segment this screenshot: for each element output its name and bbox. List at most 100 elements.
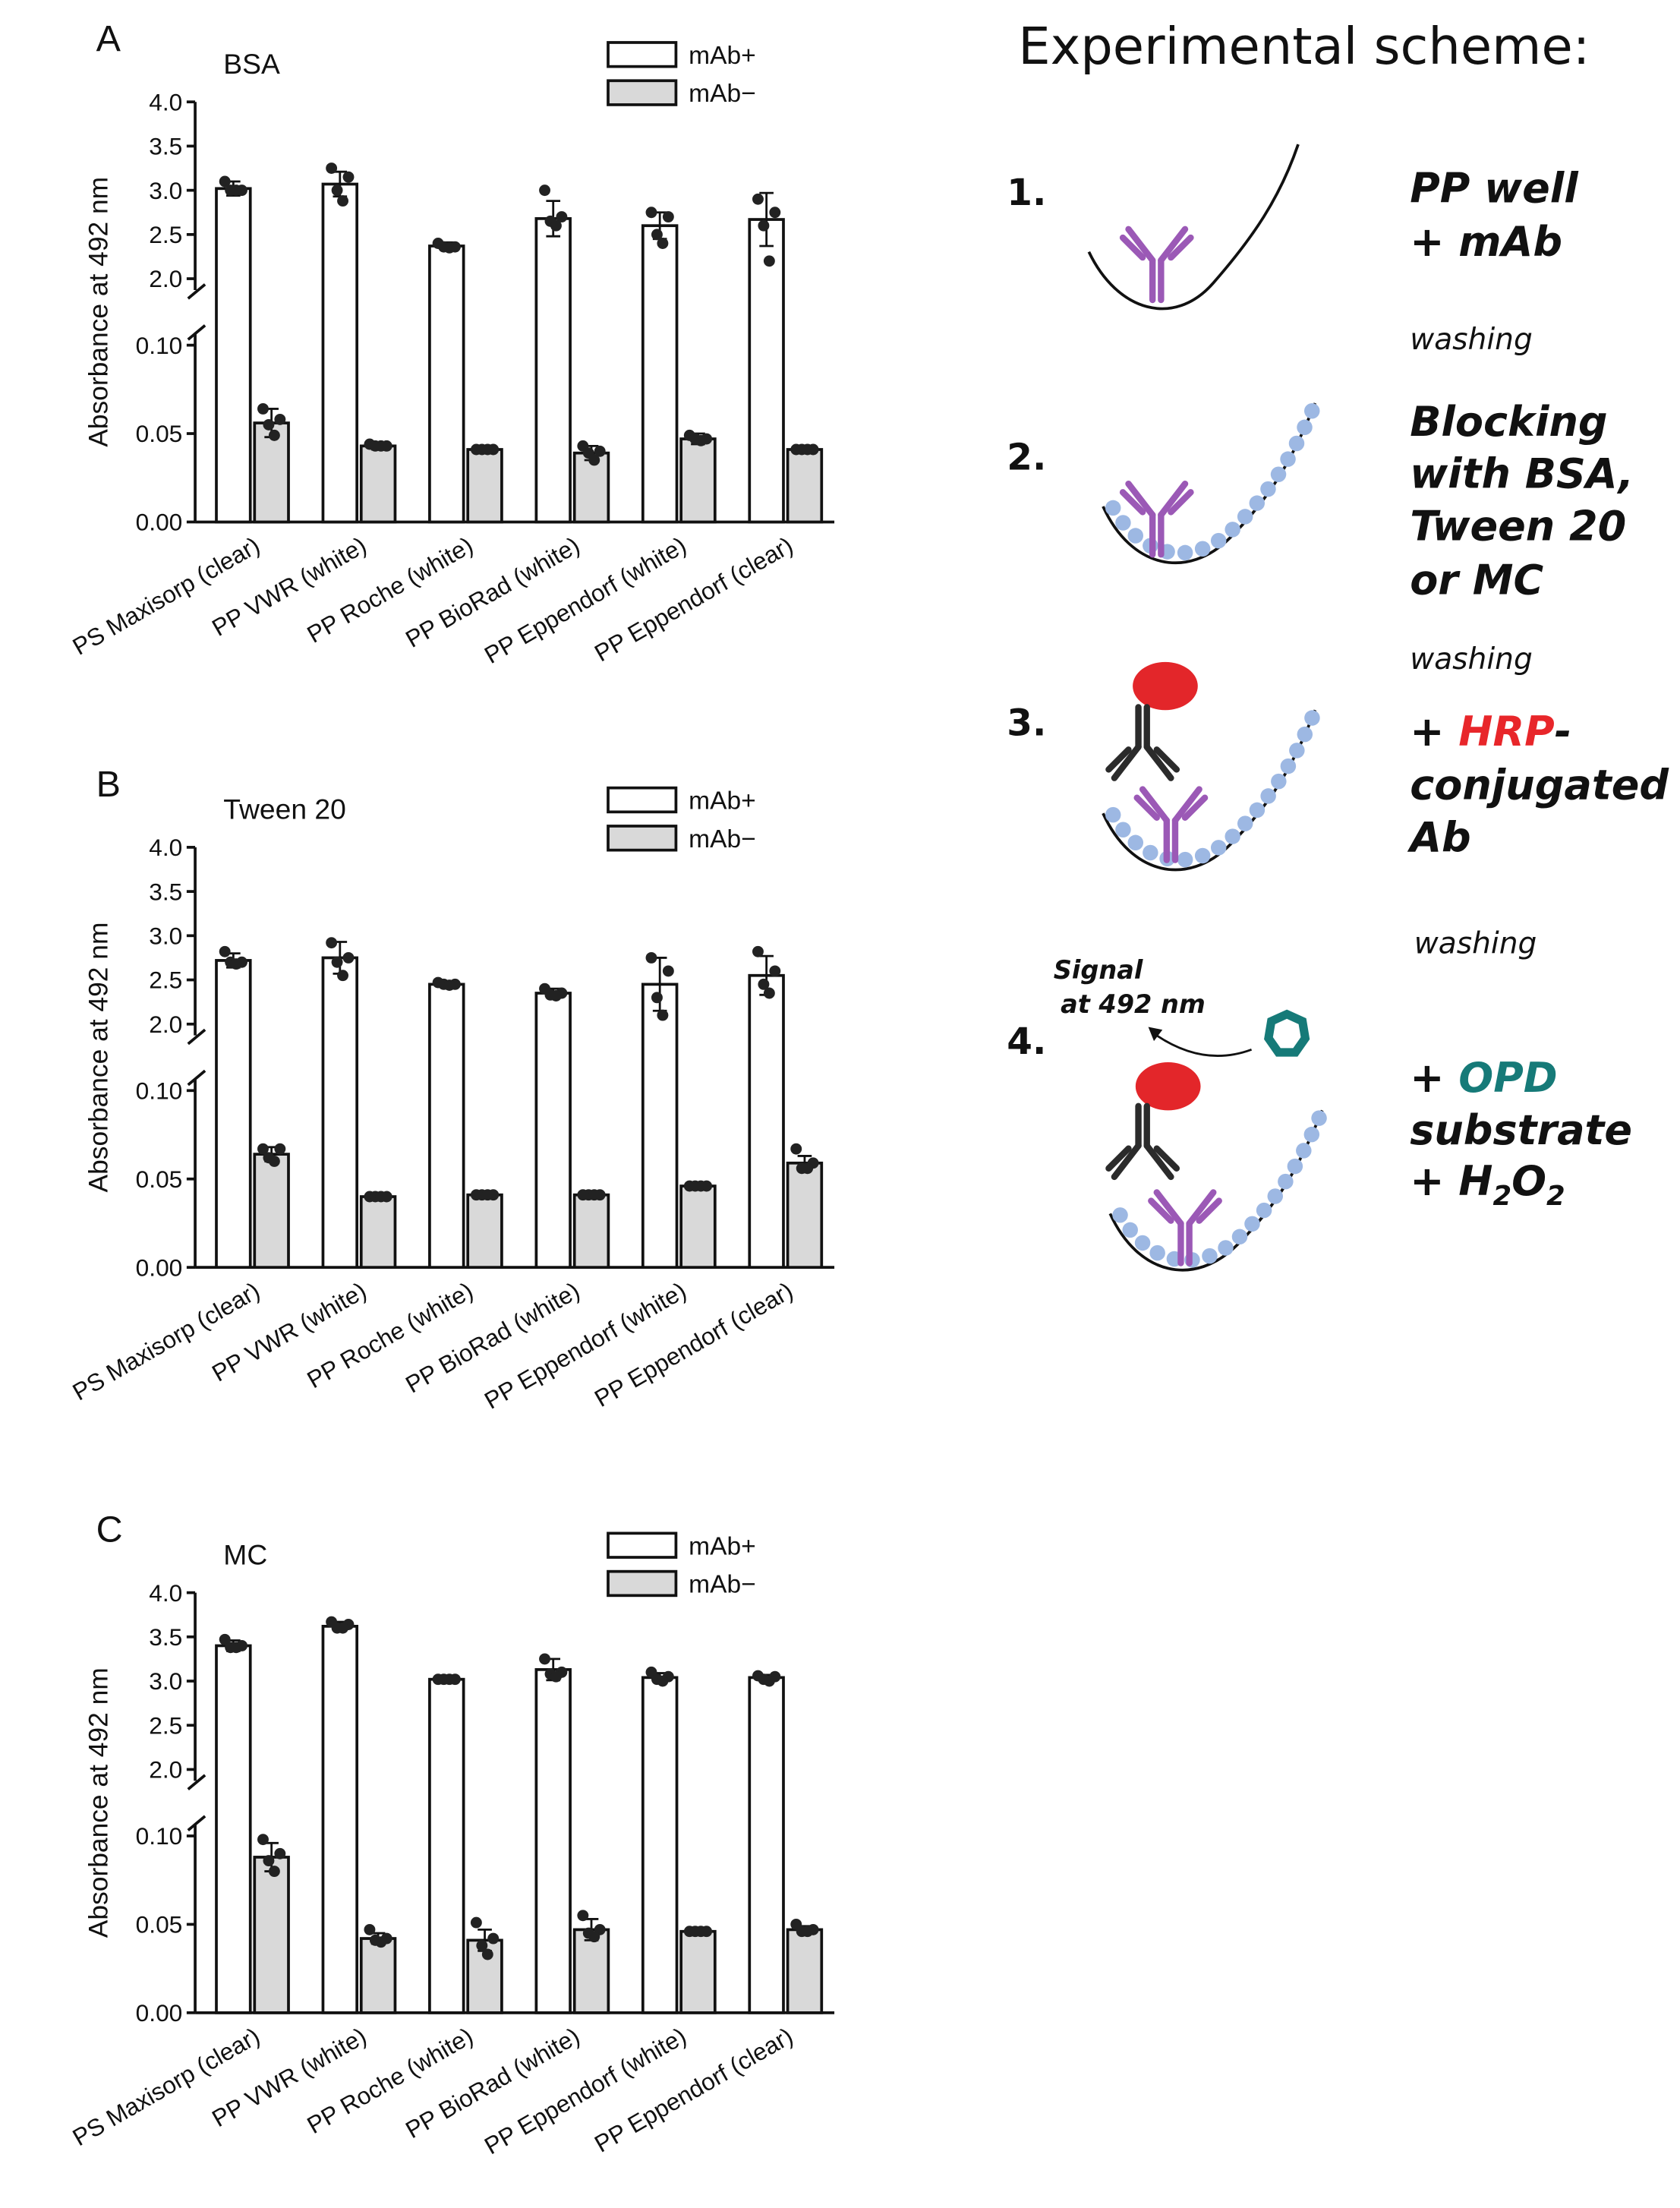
bar bbox=[534, 992, 572, 1270]
step-number: 3. bbox=[1007, 702, 1046, 745]
data-point bbox=[657, 1675, 669, 1687]
antibody bbox=[1105, 1102, 1180, 1181]
legend-swatch bbox=[607, 41, 678, 68]
data-point bbox=[758, 219, 770, 232]
blocking-molecule bbox=[1218, 1240, 1234, 1256]
step-text: Ab bbox=[1407, 813, 1470, 861]
blocking-molecule bbox=[1210, 532, 1227, 549]
data-point bbox=[375, 1936, 387, 1948]
bar bbox=[321, 956, 359, 1270]
y-tick-label: 2.5 bbox=[149, 221, 182, 248]
antibody-part bbox=[1105, 1145, 1132, 1172]
data-point bbox=[274, 413, 286, 425]
signal-label: at 492 nm bbox=[1061, 989, 1206, 1019]
blocking-molecule bbox=[1115, 515, 1131, 531]
bar bbox=[786, 1161, 824, 1270]
step-text-part: substrate bbox=[1410, 1106, 1632, 1154]
data-point bbox=[487, 1932, 500, 1945]
data-point bbox=[274, 1847, 286, 1859]
antibody bbox=[1119, 480, 1194, 558]
data-point bbox=[342, 951, 355, 964]
blocking-molecule bbox=[1177, 851, 1193, 868]
bar bbox=[748, 973, 785, 1270]
data-point bbox=[550, 1670, 562, 1683]
data-point bbox=[802, 1162, 814, 1175]
data-point bbox=[443, 1673, 455, 1686]
blocking-molecule bbox=[1297, 419, 1313, 436]
data-point bbox=[695, 1926, 707, 1938]
data-point bbox=[481, 1189, 493, 1201]
antibody-part bbox=[1139, 786, 1170, 824]
data-point bbox=[695, 434, 707, 446]
hrp bbox=[1133, 661, 1198, 711]
chart-title: BSA bbox=[223, 48, 280, 80]
bar bbox=[321, 1624, 359, 2014]
data-point bbox=[588, 1189, 600, 1201]
x-tick-label: PP BioRad (white) bbox=[401, 531, 584, 653]
blocking-molecule bbox=[1304, 402, 1320, 419]
axis-break bbox=[187, 1069, 206, 1087]
blocking-molecule bbox=[1278, 1173, 1294, 1190]
bar bbox=[359, 1195, 397, 1270]
y-tick-label: 0.05 bbox=[136, 420, 183, 447]
antibody bbox=[1105, 704, 1180, 781]
x-tick-label: PS Maxisorp (clear) bbox=[68, 1276, 264, 1405]
antibody-part bbox=[1158, 480, 1189, 519]
legend-swatch bbox=[607, 1531, 678, 1559]
data-point bbox=[326, 162, 338, 174]
y-tick-label: 3.0 bbox=[149, 177, 182, 204]
step-text: + OPD bbox=[1410, 1054, 1557, 1102]
x-tick-label: PP Eppendorf (white) bbox=[480, 531, 691, 669]
axis-break bbox=[187, 1774, 206, 1790]
data-point bbox=[263, 418, 275, 431]
antibody-part bbox=[1153, 1145, 1180, 1172]
legend-swatch bbox=[607, 79, 678, 106]
data-point bbox=[550, 219, 562, 232]
bar bbox=[359, 444, 397, 524]
data-point bbox=[594, 445, 606, 457]
step-text: Tween 20 bbox=[1410, 503, 1626, 550]
blocking-molecule bbox=[1270, 466, 1287, 482]
x-tick-label: PP BioRad (white) bbox=[401, 2022, 584, 2143]
bar bbox=[641, 1676, 679, 2014]
data-point bbox=[219, 1633, 231, 1645]
y-tick-label: 0.10 bbox=[136, 332, 183, 359]
data-point bbox=[263, 1855, 275, 1867]
blocking-molecule bbox=[1249, 802, 1266, 819]
y-tick-label: 2.0 bbox=[149, 265, 182, 292]
y-tick-label: 0.05 bbox=[136, 1166, 183, 1193]
blocking-molecule bbox=[1112, 1207, 1128, 1223]
antibody-part bbox=[1125, 226, 1156, 264]
x-tick-label: PP BioRad (white) bbox=[401, 1276, 584, 1398]
antibody-part bbox=[1171, 786, 1202, 824]
bar bbox=[428, 244, 465, 524]
antibody-part bbox=[1111, 1142, 1142, 1181]
blocking-molecule bbox=[1225, 522, 1240, 538]
y-axis-label: Absorbance at 492 nm bbox=[84, 923, 114, 1193]
x-tick-label: PP Eppendorf (white) bbox=[480, 2022, 691, 2159]
data-point bbox=[662, 211, 674, 223]
error-bar bbox=[759, 191, 774, 248]
step-text-part: + H bbox=[1410, 1157, 1492, 1205]
antibody-part bbox=[1168, 489, 1194, 516]
step-text-part: with BSA, bbox=[1410, 450, 1634, 498]
bar bbox=[466, 1193, 503, 1270]
step-text: + H2O2 bbox=[1410, 1157, 1565, 1212]
blocking-molecule bbox=[1287, 1158, 1303, 1175]
legend-swatch bbox=[607, 1569, 678, 1598]
blocking-molecule bbox=[1271, 773, 1287, 790]
blocking-molecule bbox=[1237, 509, 1253, 525]
blocking-molecule bbox=[1105, 806, 1121, 823]
data-point bbox=[342, 171, 355, 183]
bar bbox=[534, 1668, 572, 2014]
bar bbox=[321, 182, 359, 524]
data-point bbox=[331, 956, 343, 968]
antibody-part bbox=[1133, 794, 1160, 821]
legend-label: mAb+ bbox=[689, 787, 756, 815]
bar bbox=[748, 218, 785, 524]
step-text-part: 2 bbox=[1492, 1181, 1511, 1212]
y-tick-label: 4.0 bbox=[149, 88, 182, 115]
well bbox=[1102, 709, 1317, 872]
y-tick-label: 2.0 bbox=[149, 1756, 182, 1784]
